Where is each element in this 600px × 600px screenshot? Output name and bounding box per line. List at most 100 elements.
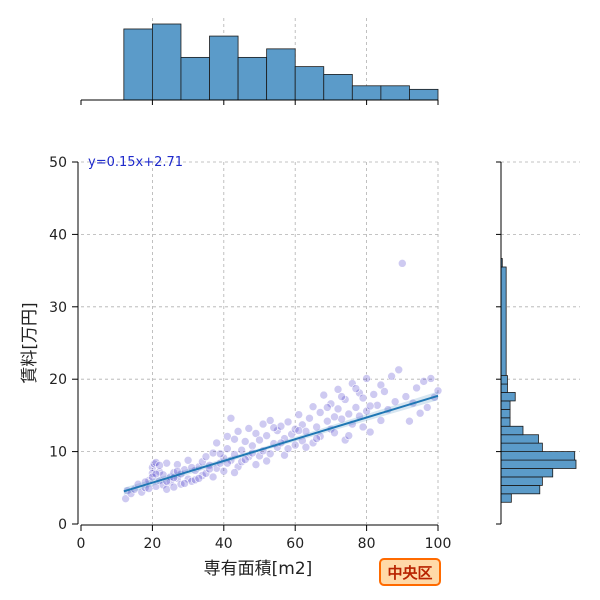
- scatter-point: [348, 379, 357, 388]
- scatter-point: [226, 413, 236, 423]
- scatter-point: [380, 387, 389, 396]
- scatter-point: [230, 468, 239, 477]
- scatter-point: [319, 390, 329, 400]
- scatter-point: [433, 386, 443, 396]
- scatter-point: [358, 393, 368, 403]
- scatter-point: [240, 437, 250, 446]
- xhist-bar: [209, 35, 239, 101]
- axes: 0 20 40 60 80 100 0 10 20 30 40 50: [49, 99, 502, 552]
- xhist-bar: [151, 23, 182, 101]
- scatter-point: [137, 487, 146, 497]
- scatter-point: [337, 414, 346, 424]
- scatter-point: [323, 403, 332, 412]
- scatter-point: [155, 461, 164, 470]
- scatter-point: [422, 403, 432, 412]
- scatter-point: [358, 422, 368, 432]
- scatter-point: [198, 457, 207, 467]
- y-tick-label: 0: [58, 517, 67, 533]
- scatter-point: [312, 434, 321, 443]
- scatter-point: [255, 435, 264, 445]
- x-tick-label: 0: [77, 536, 86, 552]
- scatter-point: [326, 399, 336, 409]
- yhist-bar: [500, 425, 524, 436]
- y-tick-label: 50: [49, 155, 67, 171]
- scatter-point: [308, 402, 318, 412]
- yhist-bar: [500, 468, 554, 478]
- x-tick-label: 60: [286, 536, 304, 552]
- scatter-point: [330, 412, 339, 422]
- xhist-bar: [123, 28, 153, 101]
- yhist-bar: [500, 417, 511, 427]
- scatter-point: [315, 408, 325, 417]
- scatter-point: [301, 442, 311, 452]
- scatter-point: [351, 403, 361, 412]
- y-axis-label: 賃料[万円]: [20, 302, 40, 383]
- scatter-point: [290, 440, 300, 450]
- scatter-point: [376, 416, 386, 425]
- scatter-point: [362, 374, 371, 383]
- scatter-point: [355, 388, 364, 398]
- scatter-point: [223, 432, 232, 441]
- scatter-point: [262, 431, 271, 440]
- scatter-point: [323, 416, 332, 426]
- scatter-point: [365, 401, 375, 411]
- yhist-bar: [500, 442, 543, 453]
- scatter-point: [369, 390, 379, 399]
- scatter-point: [387, 372, 396, 381]
- scatter-point: [215, 449, 225, 459]
- scatter-point: [365, 427, 375, 437]
- xhist-bar: [266, 48, 296, 101]
- yhist-bar: [500, 383, 508, 393]
- scatter-point: [419, 377, 429, 386]
- scatter-point: [412, 383, 421, 393]
- scatter-point: [148, 469, 157, 478]
- district-badge: 中央区: [379, 558, 441, 586]
- yhist-bar: [500, 476, 543, 486]
- scatter-point: [362, 406, 371, 416]
- scatter-point: [276, 421, 286, 431]
- scatter-point: [201, 452, 211, 461]
- scatter-point: [273, 426, 282, 435]
- scatter-point: [151, 458, 161, 467]
- scatter-point: [148, 472, 157, 482]
- scatter-point: [230, 434, 239, 444]
- xhist-bar: [294, 66, 325, 101]
- scatter-point: [390, 397, 400, 406]
- yhist-bar: [500, 400, 511, 410]
- scatter-point: [294, 410, 304, 419]
- scatter-point: [283, 444, 293, 454]
- marginal-x-histogram: [123, 23, 439, 101]
- scatter-point: [280, 450, 289, 460]
- x-tick-label: 40: [215, 536, 233, 552]
- y-tick-label: 10: [49, 445, 67, 461]
- scatter-point: [351, 384, 361, 393]
- scatter-point: [201, 469, 211, 478]
- regression-line: [123, 394, 439, 493]
- yhist-bar: [500, 266, 507, 376]
- scatter-point: [233, 427, 243, 436]
- y-tick-label: 30: [49, 300, 67, 316]
- scatter-point: [240, 455, 250, 464]
- x-tick-label: 20: [143, 536, 161, 552]
- yhist-bar: [500, 459, 577, 469]
- scatter-point: [169, 482, 179, 492]
- scatter-point: [397, 259, 407, 268]
- scatter-point: [162, 484, 171, 494]
- scatter-point: [401, 392, 411, 401]
- scatter-point: [287, 429, 296, 439]
- scatter-point: [265, 416, 275, 425]
- scatter-point: [162, 458, 171, 468]
- xhist-bar: [323, 74, 353, 101]
- scatter-point: [208, 472, 218, 482]
- scatter-point: [244, 424, 254, 433]
- scatter-point: [337, 392, 346, 401]
- xhist-bar: [409, 88, 439, 101]
- scatter-point: [237, 445, 246, 455]
- scatter-point: [340, 395, 350, 404]
- xhist-bar: [380, 85, 410, 101]
- yhist-bar: [500, 434, 539, 444]
- yhist-bar: [500, 485, 541, 495]
- scatter-point: [208, 448, 218, 458]
- scatter-point: [212, 438, 221, 448]
